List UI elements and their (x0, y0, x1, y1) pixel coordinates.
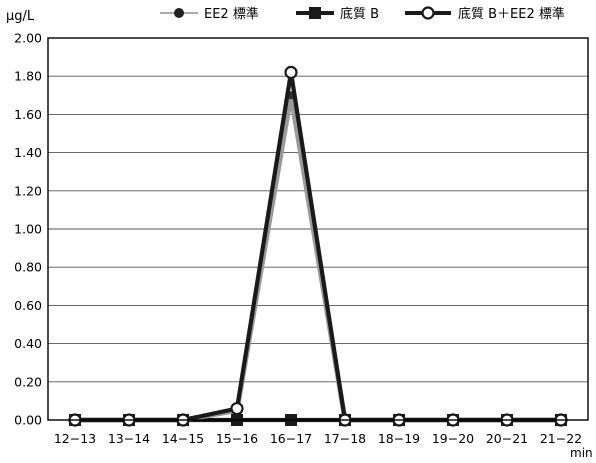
y-tick-label: 0.60 (14, 298, 42, 313)
x-tick-label: 20−21 (486, 431, 528, 446)
y-tick-label: 0.40 (14, 336, 42, 351)
legend-label: EE2 標準 (204, 6, 259, 22)
series-line (75, 72, 561, 423)
y-tick-label: 1.20 (14, 183, 42, 198)
y-tick-label: 1.00 (14, 222, 42, 237)
legend-marker (309, 7, 321, 19)
legend: EE2 標準 底質 B 底質 B＋EE2 標準 (160, 6, 565, 22)
x-tick-label: 18−19 (378, 431, 420, 446)
x-tick-label: 21−22 (540, 431, 582, 446)
series-3 (68, 65, 568, 427)
legend-item: 底質 B (296, 6, 379, 22)
data-point (284, 65, 298, 79)
series-lines (68, 65, 568, 427)
x-tick-label: 17−18 (324, 431, 366, 446)
legend-item: 底質 B＋EE2 標準 (405, 6, 565, 22)
x-tick-label: 12−13 (54, 431, 96, 446)
grid-lines (48, 37, 588, 421)
y-tick-label: 0.80 (14, 260, 42, 275)
y-tick-label: 0.00 (14, 413, 42, 428)
plot-area-frame (47, 37, 589, 421)
x-tick-label: 15−16 (216, 431, 258, 446)
legend-label: 底質 B (340, 6, 379, 22)
legend-marker (174, 8, 184, 18)
y-tick-label: 1.80 (14, 69, 42, 84)
legend-item: EE2 標準 (160, 6, 259, 22)
y-axis-label: μg/L (6, 9, 35, 24)
x-tick-label: 13−14 (108, 431, 150, 446)
y-tick-label: 2.00 (14, 31, 42, 46)
data-point (230, 401, 244, 416)
y-tick-label: 1.60 (14, 107, 42, 122)
x-axis-label: min (570, 446, 593, 460)
x-tick-label: 14−15 (162, 431, 204, 446)
legend-marker (421, 6, 435, 20)
y-tick-label: 0.20 (14, 374, 42, 389)
x-tick-labels: 12−13 13−14 14−15 15−16 16−17 17−18 18−19 19−20… (54, 431, 582, 446)
x-tick-label: 16−17 (270, 431, 312, 446)
y-tick-labels: 0.00 0.20 0.40 0.60 0.80 1.00 1.20 1.40 1.60 1.80… (14, 31, 42, 428)
legend-label: 底質 B＋EE2 標準 (458, 6, 565, 22)
x-tick-label: 19−20 (432, 431, 474, 446)
y-tick-label: 1.40 (14, 145, 42, 160)
